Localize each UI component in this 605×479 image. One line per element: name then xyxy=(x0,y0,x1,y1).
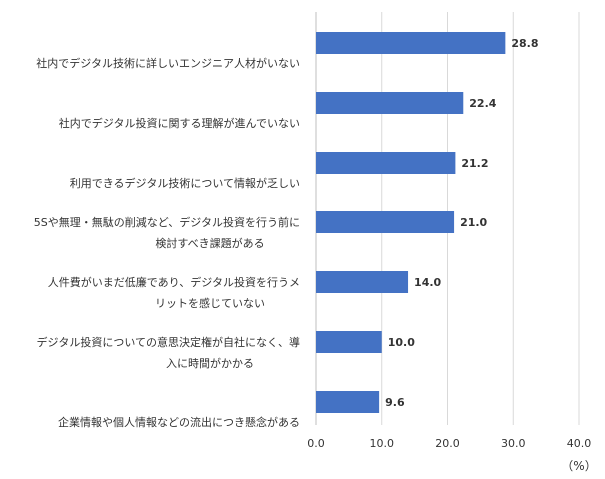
category-label: 人件費がいまだ低廉であり、デジタル投資を行うメリットを感じていない xyxy=(48,275,300,310)
bar xyxy=(316,331,382,353)
category-label-line: リットを感じていない xyxy=(155,297,265,310)
category-label-line: デジタル投資についての意思決定権が自社になく、導 xyxy=(37,335,300,349)
x-tick-label: 20.0 xyxy=(435,437,460,450)
category-label-line: 5Sや無理・無駄の削減など、デジタル投資を行う前に xyxy=(34,215,300,229)
category-label: デジタル投資についての意思決定権が自社になく、導入に時間がかかる xyxy=(37,335,300,370)
bar xyxy=(316,152,456,174)
bar xyxy=(316,92,464,114)
category-label: 社内でデジタル技術に詳しいエンジニア人材がいない xyxy=(36,56,300,70)
category-label-line: 社内でデジタル技術に詳しいエンジニア人材がいない xyxy=(36,56,300,70)
x-tick-label: 40.0 xyxy=(567,437,592,450)
label-layer: 28.8 社内でデジタル技術に詳しいエンジニア人材がいない 22.4 社内でデジタル投… xyxy=(34,37,539,429)
bar xyxy=(316,32,506,54)
category-label-line: 入に時間がかかる xyxy=(166,356,254,370)
category-label: 社内でデジタル投資に関する理解が進んでいない xyxy=(59,116,300,130)
value-label: 21.0 xyxy=(460,216,487,229)
x-tick-label: 10.0 xyxy=(370,437,395,450)
value-label: 10.0 xyxy=(388,336,415,349)
category-label-line: 利用できるデジタル技術について情報が乏しい xyxy=(70,176,300,190)
bar xyxy=(316,211,455,233)
x-tick-label: 30.0 xyxy=(501,437,526,450)
value-label: 9.6 xyxy=(385,396,405,409)
value-label: 21.2 xyxy=(461,157,488,170)
bar xyxy=(316,391,380,413)
category-label: 5Sや無理・無駄の削減など、デジタル投資を行う前に検討すべき課題がある xyxy=(34,215,300,250)
category-label-line: 検討すべき課題がある xyxy=(155,236,264,250)
value-label: 22.4 xyxy=(469,97,496,110)
category-label-line: 人件費がいまだ低廉であり、デジタル投資を行うメ xyxy=(48,275,300,289)
unit-label: （%） xyxy=(561,459,596,473)
value-label: 28.8 xyxy=(511,37,538,50)
bar-layer xyxy=(316,32,506,413)
bar xyxy=(316,271,409,293)
category-label: 企業情報や個人情報などの流出につき懸念がある xyxy=(58,415,300,429)
x-tick-label: 0.0 xyxy=(307,437,325,450)
category-label: 利用できるデジタル技術について情報が乏しい xyxy=(70,176,300,190)
tick-layer: 0.0 10.0 20.0 30.0 40.0 xyxy=(307,437,591,450)
value-label: 14.0 xyxy=(414,276,441,289)
category-label-line: 社内でデジタル投資に関する理解が進んでいない xyxy=(59,116,300,130)
category-label-line: 企業情報や個人情報などの流出につき懸念がある xyxy=(58,415,300,429)
